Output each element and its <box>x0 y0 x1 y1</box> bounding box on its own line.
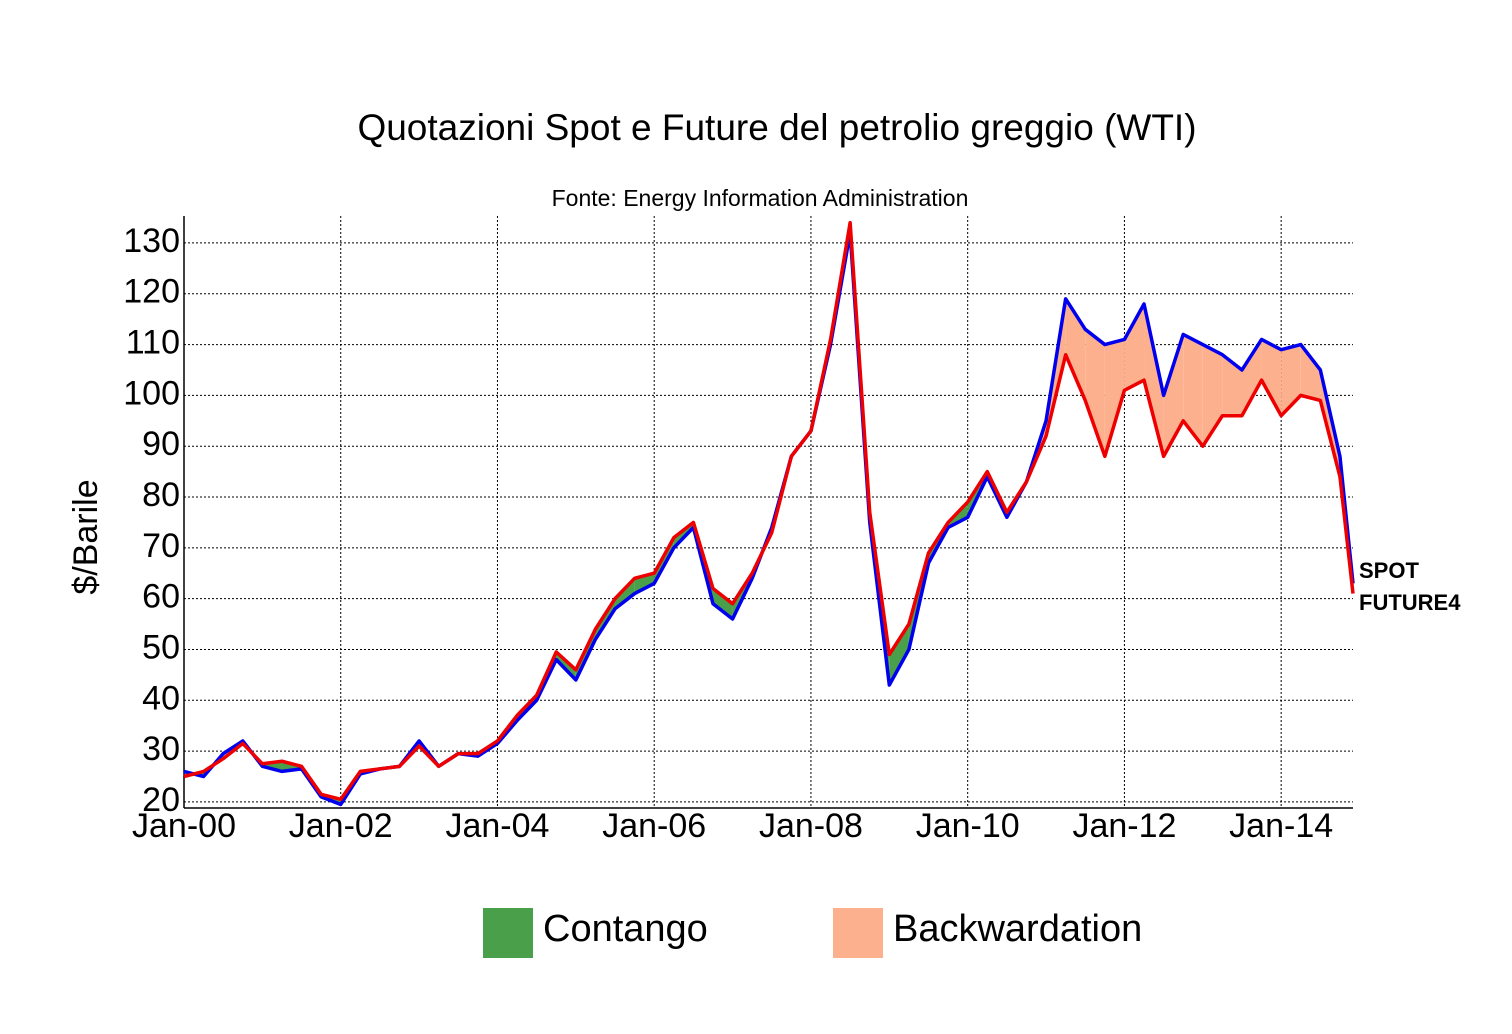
y-tick-label: 60 <box>142 578 180 616</box>
x-tick-label: Jan-14 <box>1229 807 1333 845</box>
backwardation-area <box>1163 334 1184 457</box>
y-tick-label: 100 <box>123 374 180 412</box>
y-tick-label: 50 <box>142 628 180 666</box>
x-tick-label: Jan-06 <box>602 807 706 845</box>
series-line <box>183 220 1355 802</box>
x-tick-label: Jan-12 <box>1072 807 1176 845</box>
y-tick-label: 30 <box>142 730 180 768</box>
y-tick-label: 120 <box>123 273 180 311</box>
contango-area <box>889 624 909 686</box>
x-tick-label: Jan-10 <box>916 807 1020 845</box>
chart-subtitle: Fonte: Energy Information Administration <box>552 185 969 211</box>
x-tick-label: Jan-04 <box>445 807 549 845</box>
x-tick-label: Jan-08 <box>759 807 863 845</box>
series-label: SPOT <box>1359 558 1419 583</box>
y-tick-label: 40 <box>142 679 180 717</box>
legend-label: Backwardation <box>893 908 1142 950</box>
backwardation-area <box>1124 303 1145 391</box>
y-axis-label: $/Barile <box>67 479 105 594</box>
contango-area <box>712 588 733 619</box>
series-line <box>183 231 1355 807</box>
y-tick-label: 110 <box>126 324 180 362</box>
y-tick-label: 80 <box>142 476 180 514</box>
backwardation-area <box>1144 303 1164 457</box>
y-tick-label: 20 <box>142 781 180 819</box>
backwardation-area <box>1300 344 1321 401</box>
backwardation-area <box>1183 334 1203 447</box>
backwardation-area <box>1085 329 1105 457</box>
backwardation-area <box>1104 339 1125 457</box>
legend-swatch <box>833 908 883 958</box>
y-tick-label: 70 <box>142 527 180 565</box>
backwardation-area <box>1222 354 1242 416</box>
contango-area <box>615 578 635 609</box>
y-tick-label: 130 <box>123 222 180 260</box>
legend-label: Contango <box>543 908 708 950</box>
x-tick-label: Jan-02 <box>289 807 393 845</box>
backwardation-area <box>1241 339 1262 416</box>
backwardation-area <box>1261 339 1282 416</box>
backwardation-area <box>1281 344 1301 416</box>
y-tick-label: 90 <box>142 425 180 463</box>
legend-swatch <box>483 908 533 958</box>
x-tick-label: Jan-00 <box>132 807 236 845</box>
series-label: FUTURE4 <box>1359 590 1461 615</box>
chart-title: Quotazioni Spot e Future del petrolio gr… <box>357 107 1196 148</box>
